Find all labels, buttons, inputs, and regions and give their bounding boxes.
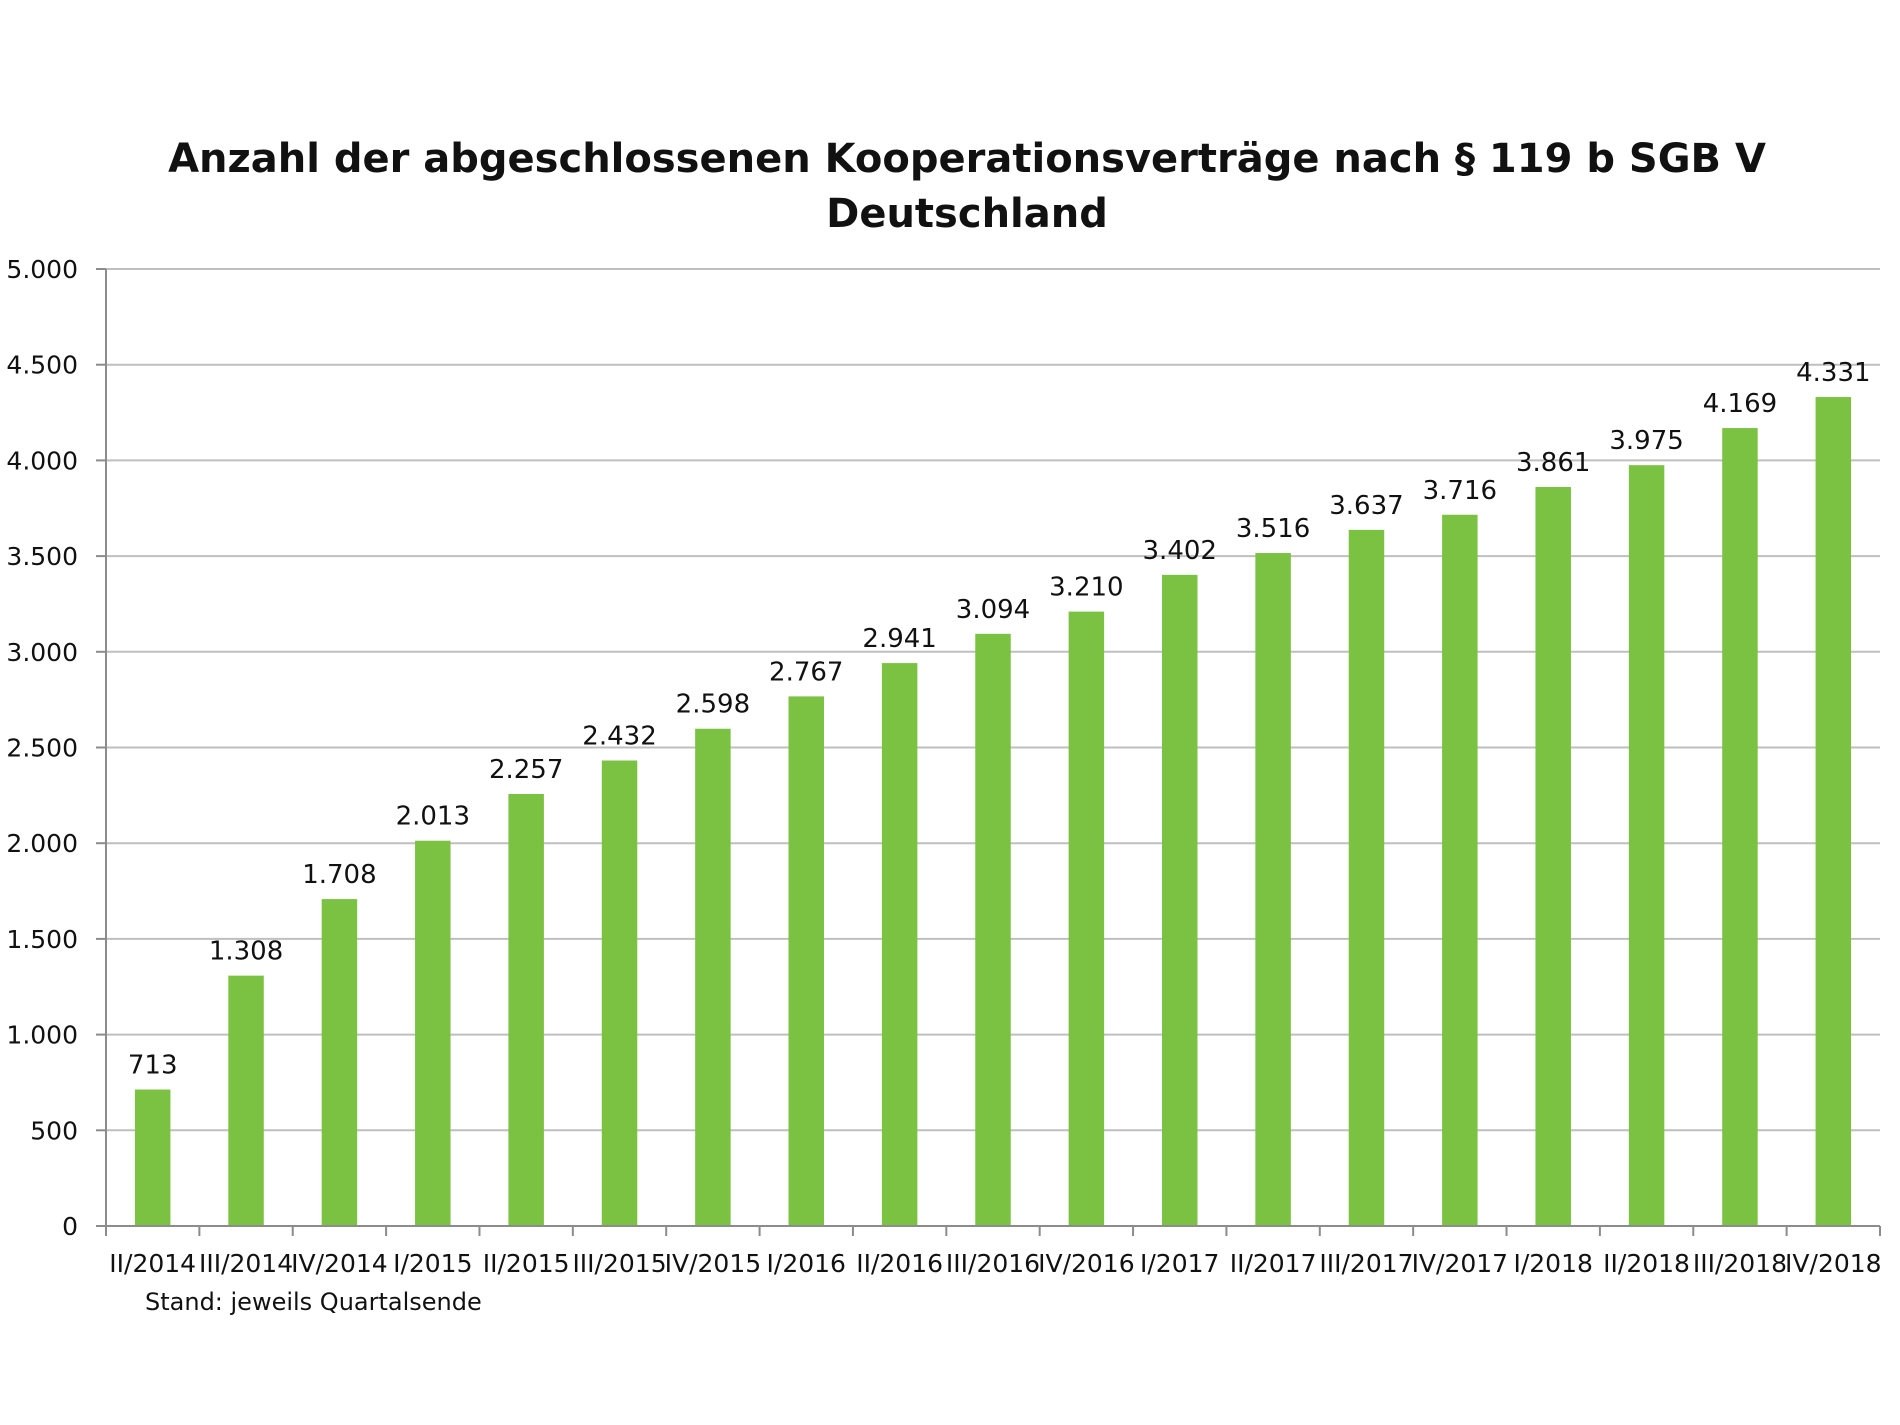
x-tick-label-16: II/2018 — [1603, 1249, 1690, 1278]
bar-5 — [601, 760, 638, 1226]
bar-3 — [415, 840, 451, 1226]
y-tick-label-7: 3.500 — [6, 542, 78, 571]
bar-0 — [134, 1089, 171, 1226]
y-tick-label-2: 1.000 — [6, 1021, 78, 1050]
bar-14 — [1442, 514, 1478, 1226]
x-tick-label-9: III/2016 — [946, 1249, 1040, 1278]
data-label-8: 2.941 — [862, 624, 936, 654]
data-label-1: 1.308 — [209, 937, 283, 967]
bar-9 — [975, 633, 1011, 1226]
x-tick-label-2: IV/2014 — [291, 1249, 388, 1278]
y-tick-label-0: 0 — [62, 1212, 78, 1241]
bar-12 — [1255, 553, 1291, 1226]
data-label-18: 4.331 — [1796, 358, 1870, 388]
y-tick-label-9: 4.500 — [6, 351, 78, 380]
axes — [96, 268, 1881, 1236]
x-tick-label-18: IV/2018 — [1785, 1249, 1882, 1278]
x-tick-label-13: III/2017 — [1319, 1249, 1413, 1278]
y-tick-label-10: 5.000 — [6, 255, 78, 284]
x-tick-label-6: IV/2015 — [665, 1249, 762, 1278]
x-tick-label-15: I/2018 — [1513, 1249, 1592, 1278]
data-label-12: 3.516 — [1236, 514, 1310, 544]
data-label-6: 2.598 — [676, 690, 750, 720]
data-label-9: 3.094 — [956, 595, 1030, 625]
data-label-13: 3.637 — [1329, 491, 1403, 521]
y-tick-label-4: 2.000 — [6, 829, 78, 858]
x-tick-label-7: I/2016 — [767, 1249, 846, 1278]
data-label-3: 2.013 — [396, 802, 470, 832]
data-label-16: 3.975 — [1609, 426, 1683, 456]
data-label-2: 1.708 — [302, 860, 376, 890]
y-tick-label-1: 500 — [30, 1116, 78, 1145]
chart-title-line-2: Deutschland — [826, 191, 1108, 237]
data-label-10: 3.210 — [1049, 573, 1123, 603]
bar-4 — [508, 794, 544, 1226]
y-tick-label-3: 1.500 — [6, 925, 78, 954]
data-label-4: 2.257 — [489, 755, 563, 785]
data-label-15: 3.861 — [1516, 448, 1590, 478]
bar-18 — [1815, 397, 1852, 1226]
x-tick-label-4: II/2015 — [483, 1249, 570, 1278]
data-label-7: 2.767 — [769, 657, 843, 687]
y-axis-tick-labels: 0 500 1.000 1.500 2.000 2.500 3.000 3.500 4.000 4… — [6, 255, 78, 1241]
data-label-11: 3.402 — [1143, 536, 1217, 566]
x-tick-label-1: III/2014 — [199, 1249, 293, 1278]
x-tick-label-14: IV/2017 — [1412, 1249, 1509, 1278]
x-tick-label-10: IV/2016 — [1038, 1249, 1135, 1278]
footnote: Stand: jeweils Quartalsende — [145, 1288, 482, 1316]
x-tick-label-5: III/2015 — [572, 1249, 666, 1278]
data-label-0: 713 — [128, 1051, 178, 1081]
bar-16 — [1628, 465, 1665, 1226]
bar-13 — [1348, 529, 1385, 1226]
x-tick-label-0: II/2014 — [109, 1249, 196, 1278]
data-labels: 713 1.308 1.708 2.013 2.257 2.432 2.598 2.767 2.… — [128, 358, 1871, 1080]
bar-17 — [1722, 428, 1758, 1226]
bar-8 — [881, 663, 918, 1226]
bar-7 — [788, 696, 825, 1226]
data-label-5: 2.432 — [582, 722, 656, 752]
chart-title-line-1: Anzahl der abgeschlossenen Kooperationsv… — [168, 136, 1766, 182]
x-tick-label-17: III/2018 — [1693, 1249, 1787, 1278]
data-label-14: 3.716 — [1423, 476, 1497, 506]
y-tick-label-6: 3.000 — [6, 638, 78, 667]
data-label-17: 4.169 — [1703, 389, 1777, 419]
bar-15 — [1535, 487, 1571, 1226]
bar-11 — [1161, 574, 1198, 1226]
y-tick-label-5: 2.500 — [6, 734, 78, 763]
chart-title: Anzahl der abgeschlossenen Kooperationsv… — [168, 136, 1766, 237]
bar-6 — [695, 728, 731, 1226]
x-tick-label-11: I/2017 — [1140, 1249, 1219, 1278]
bar-10 — [1068, 611, 1105, 1226]
bars — [134, 397, 1852, 1226]
x-tick-label-8: II/2016 — [856, 1249, 943, 1278]
x-tick-label-12: II/2017 — [1230, 1249, 1317, 1278]
bar-2 — [321, 899, 358, 1226]
x-tick-label-3: I/2015 — [393, 1249, 472, 1278]
bar-1 — [228, 975, 264, 1226]
y-tick-label-8: 4.000 — [6, 446, 78, 475]
